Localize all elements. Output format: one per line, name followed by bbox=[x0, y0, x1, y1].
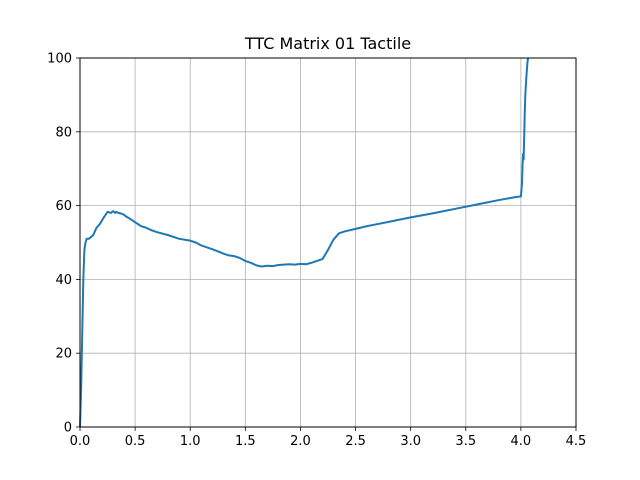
y-tick-label: 40 bbox=[55, 273, 72, 288]
x-tick-label: 1.5 bbox=[235, 434, 256, 449]
x-tick-label: 3.0 bbox=[400, 434, 421, 449]
y-tick-label: 100 bbox=[47, 52, 72, 67]
y-tick-label: 20 bbox=[55, 347, 72, 362]
x-tick-label: 4.0 bbox=[511, 434, 532, 449]
x-tick-label: 2.5 bbox=[345, 434, 366, 449]
series-group bbox=[79, 57, 530, 428]
x-tick-label: 0.0 bbox=[70, 434, 91, 449]
x-tick-label: 0.5 bbox=[125, 434, 146, 449]
plot-frame bbox=[79, 57, 577, 428]
y-axis: 0 20 40 60 80 100 bbox=[47, 52, 80, 436]
x-axis: 0.0 0.5 1.0 1.5 2.0 2.5 3.0 3.5 4.0 4.5 bbox=[70, 427, 587, 449]
x-tick-label: 1.0 bbox=[180, 434, 201, 449]
y-tick-label: 0 bbox=[64, 421, 72, 436]
y-tick-label: 80 bbox=[55, 125, 72, 140]
x-tick-label: 4.5 bbox=[566, 434, 587, 449]
x-tick-label: 2.0 bbox=[290, 434, 311, 449]
y-tick-label: 60 bbox=[55, 199, 72, 214]
series-line bbox=[79, 57, 530, 428]
chart-title: TTC Matrix 01 Tactile bbox=[244, 34, 411, 53]
x-tick-label: 3.5 bbox=[455, 434, 476, 449]
